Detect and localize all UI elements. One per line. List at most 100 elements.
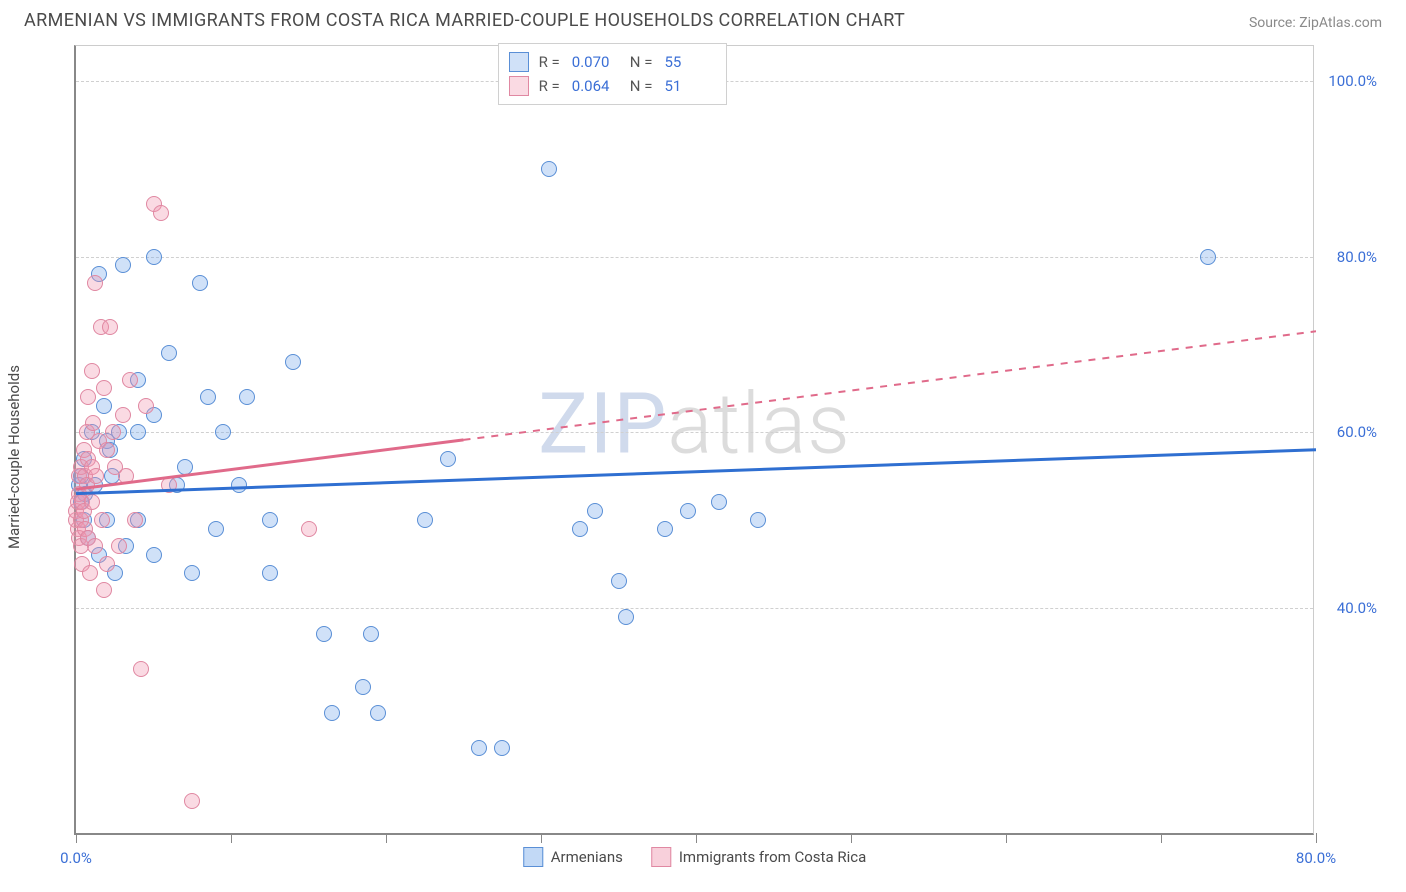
data-point bbox=[611, 573, 627, 589]
data-point bbox=[111, 538, 127, 554]
stats-legend: R =0.070N =55R =0.064N =51 bbox=[498, 43, 728, 105]
y-tick-label: 40.0% bbox=[1319, 599, 1377, 617]
data-point bbox=[82, 565, 98, 581]
chart-title: ARMENIAN VS IMMIGRANTS FROM COSTA RICA M… bbox=[24, 10, 905, 31]
data-point bbox=[572, 521, 588, 537]
legend-label: Immigrants from Costa Rica bbox=[679, 848, 866, 866]
watermark-atlas: atlas bbox=[667, 374, 851, 473]
data-point bbox=[208, 521, 224, 537]
data-point bbox=[417, 512, 433, 528]
data-point bbox=[262, 512, 278, 528]
legend-item: Immigrants from Costa Rica bbox=[651, 847, 866, 867]
series-swatch bbox=[509, 76, 529, 96]
data-point bbox=[105, 424, 121, 440]
chart-container: Married-couple Households ZIPatlas 40.0%… bbox=[24, 37, 1382, 877]
x-tick bbox=[1006, 833, 1007, 843]
data-point bbox=[471, 740, 487, 756]
data-point bbox=[200, 389, 216, 405]
data-point bbox=[231, 477, 247, 493]
stat-n-value: 51 bbox=[664, 74, 712, 98]
y-axis-label: Married-couple Households bbox=[5, 365, 23, 549]
data-point bbox=[127, 512, 143, 528]
legend-swatch bbox=[523, 847, 543, 867]
data-point bbox=[115, 257, 131, 273]
data-point bbox=[541, 161, 557, 177]
plot-area: ZIPatlas 40.0%60.0%80.0%100.0%0.0%80.0%R… bbox=[74, 45, 1314, 835]
data-point bbox=[363, 626, 379, 642]
data-point bbox=[85, 415, 101, 431]
data-point bbox=[153, 205, 169, 221]
gridline-h bbox=[76, 432, 1313, 433]
x-tick-label: 0.0% bbox=[60, 849, 92, 867]
data-point bbox=[177, 459, 193, 475]
data-point bbox=[316, 626, 332, 642]
x-tick bbox=[1316, 833, 1317, 843]
x-tick bbox=[541, 833, 542, 843]
data-point bbox=[99, 442, 115, 458]
data-point bbox=[84, 494, 100, 510]
data-point bbox=[130, 424, 146, 440]
stat-r-value: 0.064 bbox=[572, 74, 620, 98]
data-point bbox=[1200, 249, 1216, 265]
watermark: ZIPatlas bbox=[538, 374, 851, 473]
data-point bbox=[184, 565, 200, 581]
stat-n-label: N = bbox=[630, 74, 653, 98]
stat-r-label: R = bbox=[539, 74, 560, 98]
y-tick-label: 80.0% bbox=[1319, 248, 1377, 266]
series-swatch bbox=[509, 52, 529, 72]
data-point bbox=[84, 363, 100, 379]
data-point bbox=[324, 705, 340, 721]
source-attribution: Source: ZipAtlas.com bbox=[1249, 15, 1382, 31]
data-point bbox=[146, 249, 162, 265]
legend-swatch bbox=[651, 847, 671, 867]
data-point bbox=[122, 372, 138, 388]
data-point bbox=[262, 565, 278, 581]
x-tick bbox=[386, 833, 387, 843]
y-tick-label: 100.0% bbox=[1319, 72, 1377, 90]
data-point bbox=[657, 521, 673, 537]
gridline-h bbox=[76, 608, 1313, 609]
legend-item: Armenians bbox=[523, 847, 623, 867]
stat-r-label: R = bbox=[539, 50, 560, 74]
data-point bbox=[96, 380, 112, 396]
data-point bbox=[138, 398, 154, 414]
data-point bbox=[711, 494, 727, 510]
data-point bbox=[99, 556, 115, 572]
data-point bbox=[87, 538, 103, 554]
data-point bbox=[161, 477, 177, 493]
data-point bbox=[301, 521, 317, 537]
x-tick bbox=[1161, 833, 1162, 843]
data-point bbox=[88, 468, 104, 484]
legend-label: Armenians bbox=[551, 848, 623, 866]
y-tick-label: 60.0% bbox=[1319, 423, 1377, 441]
data-point bbox=[94, 512, 110, 528]
data-point bbox=[133, 661, 149, 677]
data-point bbox=[96, 398, 112, 414]
data-point bbox=[80, 389, 96, 405]
series-legend: Armenians Immigrants from Costa Rica bbox=[523, 847, 866, 867]
data-point bbox=[494, 740, 510, 756]
data-point bbox=[370, 705, 386, 721]
data-point bbox=[146, 547, 162, 563]
data-point bbox=[355, 679, 371, 695]
trend-lines bbox=[76, 46, 1316, 836]
data-point bbox=[680, 503, 696, 519]
data-point bbox=[215, 424, 231, 440]
data-point bbox=[161, 345, 177, 361]
x-tick bbox=[76, 833, 77, 843]
data-point bbox=[96, 582, 112, 598]
data-point bbox=[440, 451, 456, 467]
stats-row: R =0.070N =55 bbox=[509, 50, 713, 74]
data-point bbox=[115, 407, 131, 423]
x-tick bbox=[696, 833, 697, 843]
data-point bbox=[118, 468, 134, 484]
x-tick bbox=[851, 833, 852, 843]
data-point bbox=[239, 389, 255, 405]
stat-r-value: 0.070 bbox=[572, 50, 620, 74]
data-point bbox=[192, 275, 208, 291]
stat-n-value: 55 bbox=[664, 50, 712, 74]
data-point bbox=[87, 275, 103, 291]
data-point bbox=[102, 319, 118, 335]
data-point bbox=[285, 354, 301, 370]
x-tick-label: 80.0% bbox=[1296, 849, 1336, 867]
